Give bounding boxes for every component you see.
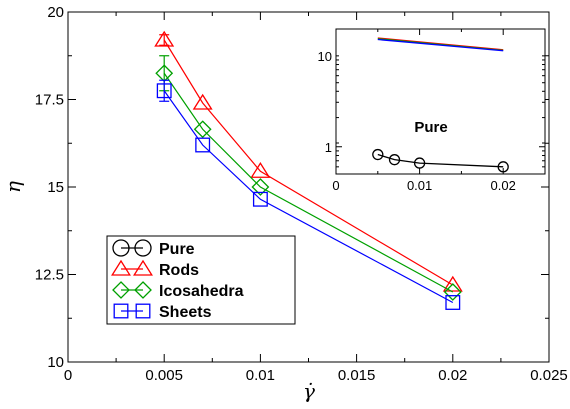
x-axis-label: γ̇ — [303, 379, 315, 403]
inset-series-0-line — [377, 153, 504, 168]
series-rods-point — [250, 162, 271, 178]
legend-rods-marker-right — [133, 259, 153, 276]
x-tick-label: 0.01 — [246, 367, 275, 384]
series-icosahedra-point — [193, 120, 212, 139]
inset-x-tick-label: 0.01 — [407, 178, 432, 193]
inset-series-0-point — [413, 157, 426, 169]
inset-x-tick-label: 0.02 — [491, 178, 516, 193]
series-rods-line — [163, 39, 454, 286]
x-tick-label: 0.02 — [438, 367, 467, 384]
series-icosahedra-line — [163, 72, 454, 293]
legend-sheets-marker-right — [135, 303, 151, 319]
y-tick-label: 17.5 — [35, 92, 64, 109]
legend-sheets-label: Sheets — [159, 304, 212, 321]
series-sheets-line — [163, 90, 454, 304]
series-icosahedra-point — [251, 178, 270, 196]
legend-sheets-marker-left — [113, 303, 129, 319]
inset-series-3-line — [377, 38, 504, 52]
x-tick-label: 0.015 — [338, 367, 376, 384]
legend: Pure Rods Icosahedra Sheets — [106, 235, 296, 325]
inset-y-tick-label: 10 — [318, 49, 332, 64]
legend-rods-marker-left — [111, 259, 131, 276]
legend-pure-marker-left — [112, 239, 130, 257]
series-sheets-point — [195, 137, 211, 153]
legend-pure-label: Pure — [159, 241, 195, 258]
inset-series-1-line — [377, 37, 504, 51]
inset-x-tick-label: 0 — [332, 178, 339, 193]
y-tick-label: 10 — [47, 354, 64, 371]
legend-box — [106, 235, 296, 325]
y-tick-label: 12.5 — [35, 267, 64, 284]
inset-frame — [335, 28, 546, 175]
x-tick-label: 0 — [64, 367, 72, 384]
inset-series-0-point — [388, 154, 401, 166]
y-tick-label: 20 — [47, 4, 64, 21]
x-tick-label: 0.005 — [145, 367, 183, 384]
inset-title: Pure — [414, 119, 447, 136]
inset-plot: 0 0.01 0.02 1 10 Pure — [318, 28, 546, 193]
legend-rods-label: Rods — [159, 262, 199, 279]
y-axis-label: η — [1, 181, 25, 193]
series-rods-point — [192, 93, 213, 110]
legend-pure-marker-right — [134, 239, 152, 257]
inset-series-0-point — [497, 161, 509, 173]
series-sheets-point — [156, 83, 172, 99]
inset-y-tick-label: 1 — [325, 140, 332, 155]
legend-icosahedra-marker-left — [112, 281, 130, 299]
series-sheets-point — [252, 191, 268, 207]
legend-icosahedra-marker-right — [134, 281, 152, 299]
inset-series-0-point — [372, 148, 384, 161]
series-rods-point — [154, 30, 175, 47]
series-icosahedra-point — [443, 283, 462, 301]
x-tick-label: 0.025 — [530, 367, 568, 384]
legend-icosahedra-label: Icosahedra — [159, 283, 244, 300]
y-tick-label: 15 — [47, 179, 64, 196]
series-sheets-point — [445, 295, 461, 310]
series-rods-point — [442, 275, 463, 292]
